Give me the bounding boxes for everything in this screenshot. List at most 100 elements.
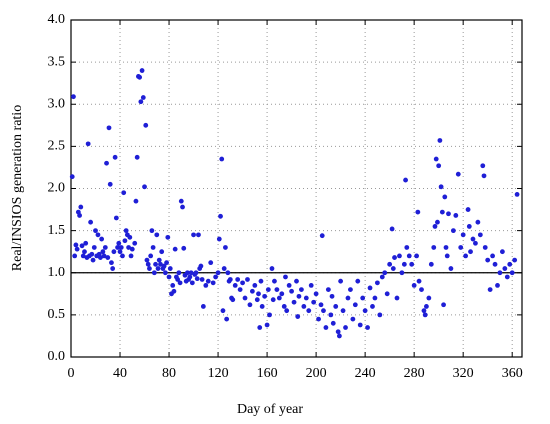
point (69, 174, 75, 180)
point (215, 270, 221, 276)
point (276, 295, 282, 301)
point (436, 163, 442, 169)
point (111, 249, 117, 255)
point (466, 224, 472, 229)
point (492, 261, 498, 267)
point (390, 266, 396, 271)
point (240, 280, 245, 286)
point (450, 228, 456, 234)
point (158, 261, 163, 267)
point (319, 233, 325, 239)
point (281, 304, 287, 309)
point (428, 261, 434, 267)
point (153, 261, 158, 267)
point (171, 288, 177, 294)
point (499, 249, 505, 255)
point (415, 209, 421, 215)
point (444, 253, 450, 259)
point (89, 251, 95, 257)
y-tick-label: 2.5 (48, 139, 66, 154)
point (502, 266, 508, 271)
y-axis-title: Real/INSIOS generation ratio (10, 105, 25, 271)
point (101, 253, 107, 259)
point (213, 274, 219, 280)
point (318, 302, 324, 308)
point (150, 245, 156, 250)
point (88, 219, 94, 225)
point (404, 245, 410, 250)
point (481, 173, 487, 179)
point (128, 253, 134, 259)
point (443, 245, 449, 250)
point (224, 316, 230, 322)
point (225, 270, 231, 276)
point (147, 266, 152, 271)
point (283, 274, 288, 280)
point (177, 280, 183, 286)
point (230, 297, 236, 303)
point (245, 277, 250, 282)
point (291, 299, 297, 305)
point (340, 308, 346, 314)
point (350, 316, 356, 322)
x-tick-label: 200 (306, 366, 327, 381)
point (139, 68, 145, 73)
point (105, 255, 111, 260)
point (256, 291, 261, 297)
point (237, 287, 243, 292)
point (303, 295, 309, 301)
point (221, 266, 227, 271)
y-tick-label: 4.0 (48, 12, 66, 27)
point (187, 274, 193, 280)
point (104, 160, 109, 166)
point (507, 261, 513, 267)
point (512, 257, 518, 263)
point (460, 232, 466, 238)
point (426, 295, 432, 301)
point (161, 263, 167, 269)
point (475, 219, 481, 225)
point (313, 291, 319, 297)
point (379, 274, 385, 280)
point (144, 257, 150, 263)
point (403, 177, 408, 183)
point (249, 288, 255, 294)
point (115, 245, 120, 250)
point (203, 282, 209, 288)
point (116, 240, 122, 246)
point (446, 211, 451, 217)
point (345, 295, 351, 301)
point (159, 249, 165, 255)
point (151, 270, 157, 276)
point (414, 253, 420, 259)
point (295, 314, 301, 319)
point (372, 295, 378, 301)
point (172, 246, 178, 252)
point (439, 209, 445, 215)
point (102, 245, 108, 250)
x-tick-label: 360 (502, 366, 523, 381)
plot-frame (70, 19, 523, 358)
point (193, 270, 199, 276)
point (85, 141, 91, 147)
point (176, 270, 182, 276)
point (265, 287, 271, 292)
point (387, 261, 393, 267)
point (433, 156, 439, 162)
y-tick-label: 1.0 (48, 265, 66, 280)
point (384, 291, 390, 297)
point (301, 304, 307, 309)
point (138, 99, 144, 105)
point (107, 181, 113, 187)
point (200, 304, 206, 309)
point (199, 277, 205, 282)
point (477, 232, 483, 238)
point (77, 213, 82, 218)
point (299, 287, 304, 292)
point (343, 325, 348, 330)
point (167, 266, 173, 271)
point (72, 253, 78, 259)
point (91, 245, 97, 250)
point (196, 232, 201, 238)
point (399, 270, 405, 276)
